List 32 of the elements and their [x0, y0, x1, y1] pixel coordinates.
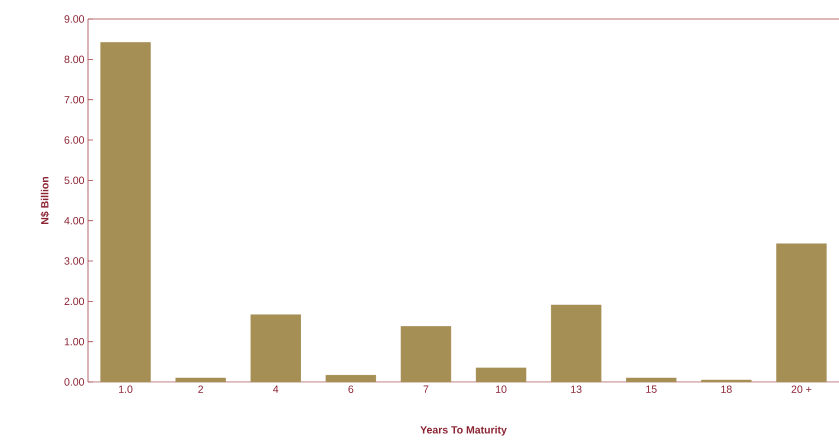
- x-tick-label: 2: [198, 386, 204, 393]
- x-tick-label: 18: [721, 386, 732, 393]
- bar: [701, 380, 752, 382]
- x-tick-label: 7: [424, 386, 428, 393]
- x-axis-title: Years To Maturity: [420, 426, 507, 436]
- x-tick-label: 10: [496, 386, 506, 393]
- bar: [550, 304, 602, 382]
- x-tick-label: 6: [348, 386, 354, 393]
- bar: [400, 326, 452, 382]
- x-tick-label: 1.0: [119, 386, 132, 393]
- y-tick-label: 9.00: [64, 15, 84, 23]
- x-tick-label: 4: [273, 386, 278, 393]
- y-axis-title: N$ Billion: [40, 176, 50, 224]
- x-tick-label: 13: [571, 386, 582, 393]
- y-tick-label: 2.00: [64, 298, 84, 306]
- x-tick-label: 15: [646, 386, 657, 393]
- bar: [175, 378, 226, 382]
- y-tick-label: 3.00: [64, 257, 84, 265]
- bar: [100, 42, 151, 382]
- y-tick-label: 7.00: [64, 96, 84, 104]
- bar: [326, 374, 376, 382]
- bar: [476, 368, 526, 382]
- y-tick-label: 5.00: [64, 176, 84, 184]
- bar: [776, 243, 827, 382]
- y-tick-label: 1.00: [64, 338, 84, 346]
- bar: [250, 314, 301, 382]
- bar: [626, 378, 676, 382]
- x-tick-label: 20 +: [792, 386, 812, 393]
- y-tick-label: 6.00: [64, 136, 84, 144]
- y-tick-label: 4.00: [64, 216, 84, 224]
- y-tick-label: 8.00: [64, 56, 84, 64]
- y-tick-label: 0.00: [64, 378, 84, 386]
